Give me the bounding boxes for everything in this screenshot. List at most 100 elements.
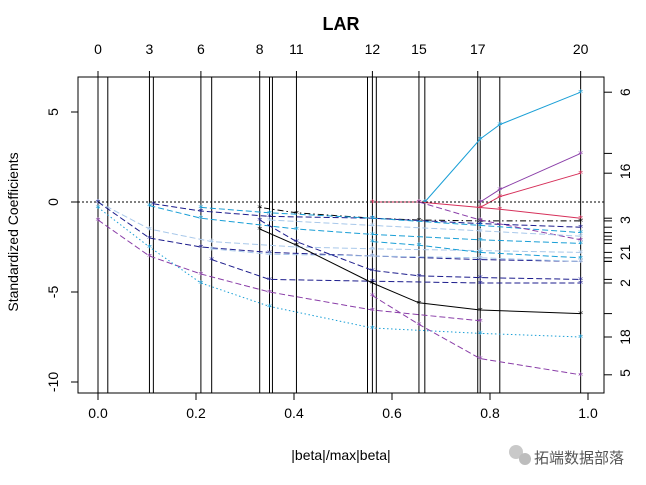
right-label-6: 5 (617, 369, 633, 377)
series-point-21-4: * (370, 245, 375, 256)
top-tick-label-7: 17 (470, 41, 486, 57)
series-point-s-cyan3-1: * (416, 241, 421, 252)
wechat-icon (509, 445, 531, 465)
right-label-5: 18 (617, 329, 633, 345)
y-axis-label: Standardized Coefficients (5, 152, 21, 311)
series-point-6-2: * (497, 121, 502, 132)
series-line-21 (97, 201, 581, 253)
series-s-purple2: ****** (96, 216, 483, 328)
series-point-s-black2-1: * (294, 241, 299, 252)
y-tick-label-3: -10 (45, 372, 61, 392)
series-point-5-1: * (416, 320, 421, 331)
series-point-18-6: * (578, 333, 583, 344)
y-tick-label-1: 0 (45, 198, 61, 206)
x-tick-label-0: 0.0 (88, 405, 108, 421)
series-point-s-cyan2-2: * (294, 225, 299, 236)
x-tick-label-2: 0.4 (284, 405, 304, 421)
series-point-s-lightblue2-4: * (578, 257, 583, 268)
series-point-21-2: * (209, 238, 214, 249)
series-s16b: *** (478, 169, 583, 214)
series-point-s-lightblue2-3: * (478, 254, 483, 265)
series-point-s-purple1-0: * (416, 198, 421, 209)
series-s-cyan1: * * *** (198, 203, 583, 239)
x-tick-label-5: 1.0 (578, 405, 598, 421)
top-tick-label-4: 11 (289, 41, 304, 57)
series-line-2 (211, 259, 581, 284)
series-point-3-5: * (578, 217, 583, 228)
series-point-s-cyan3-2: * (478, 248, 483, 259)
series-point-5-2: * (478, 355, 483, 366)
series-point-2-1: * (267, 275, 272, 286)
series-point-s-black2-3: * (416, 299, 421, 310)
series-point-s-lightblue1-3: * (578, 232, 583, 243)
right-label-1: 16 (617, 163, 633, 179)
series-point-s-black2-2: * (370, 279, 375, 290)
series-point-s-navy2-1: * (147, 234, 152, 245)
series-point-s-lightblue1-1: * (370, 221, 375, 232)
series-point-s-navy2-2: * (198, 243, 203, 254)
series-point-s-cyan1-1: * (267, 209, 272, 220)
series-point-s-purple2-3: * (267, 288, 272, 299)
series-point-s-black2-4: * (478, 306, 483, 317)
series-line-3 (259, 206, 581, 222)
series-point-s-navy3-3: * (416, 272, 421, 283)
watermark: 拓端数据部落 (509, 445, 624, 467)
series-point-s-navy1-1: * (198, 207, 203, 218)
series-point-s-red2-3: * (578, 214, 583, 225)
series-point-s-cyan1-3: * (478, 221, 483, 232)
series-point-s-cyan3-3: * (578, 254, 583, 265)
series-5: * * * * (370, 292, 583, 382)
series-line-s-navy2 (97, 201, 581, 262)
series-line-5 (372, 295, 581, 376)
top-tick-label-1: 3 (146, 41, 154, 57)
series-point-s-purple2-1: * (147, 252, 152, 263)
series-point-16-1: * (497, 185, 502, 196)
top-tick-label-8: 20 (573, 41, 589, 57)
series-line-s-lightblue2 (211, 248, 581, 262)
series-point-s-cyan1-4: * (578, 229, 583, 240)
series-16: * * * (478, 149, 583, 209)
series-point-s-lightblue2-1: * (267, 250, 272, 261)
series-layer: *********** **** * * * * *** * * * ** * ******* * * ***… (96, 88, 584, 382)
series-point-s-cyan2-5: * (578, 239, 583, 250)
series-point-s-purple2-0: * (96, 216, 101, 227)
series-line-s-navy1 (153, 203, 581, 228)
series-point-21-3: * (294, 243, 299, 254)
series-point-s-lightblue1-2: * (478, 227, 483, 238)
series-point-18-4: * (370, 324, 375, 335)
series-line-s-purple1 (418, 201, 581, 241)
series-point-s-navy2-6: * (578, 257, 583, 268)
series-point-6-1: * (478, 135, 483, 146)
axes: 0.0 0.2 0.4 0.6 0.8 1.0 5 0 -5 -10 0 3 6 8 11 12 15 17 20 6… (45, 41, 633, 421)
series-s-navy3: *** * * * (257, 216, 583, 286)
watermark-text: 拓端数据部落 (534, 449, 624, 467)
series-point-16-0: * (478, 198, 483, 209)
series-point-s-purple1-2: * (578, 236, 583, 247)
y-tick-label-2: -5 (45, 286, 61, 299)
step-lines (97, 77, 582, 393)
series-point-s-navy1-5: * (578, 223, 583, 234)
series-point-18-2: * (198, 279, 203, 290)
series-point-s-cyan1-2: * (370, 214, 375, 225)
series-point-s-navy3-1: * (294, 238, 299, 249)
series-point-s-navy3-5: * (578, 275, 583, 286)
series-point-18-3: * (267, 302, 272, 313)
plot-frame (77, 76, 605, 394)
right-label-3: 21 (617, 244, 633, 260)
series-point-s-red2-1: * (416, 198, 421, 209)
series-point-3-4: * (478, 217, 483, 228)
top-tick-label-6: 15 (411, 41, 427, 57)
series-point-18-1: * (147, 243, 152, 254)
series-point-6-0: * (422, 198, 427, 209)
series-point-s-navy3-0: * (257, 216, 262, 227)
series-point-16-2: * (578, 149, 583, 160)
series-point-21-6: * (578, 248, 583, 259)
series-point-s-cyan3-0: * (370, 238, 375, 249)
x-tick-label-4: 0.8 (480, 405, 500, 421)
series-point-18-5: * (478, 329, 483, 340)
series-point-s16b-0: * (478, 203, 483, 214)
series-s-black2: ***** * (257, 225, 583, 321)
top-tick-label-0: 0 (94, 41, 102, 57)
series-point-3-2: * (370, 214, 375, 225)
